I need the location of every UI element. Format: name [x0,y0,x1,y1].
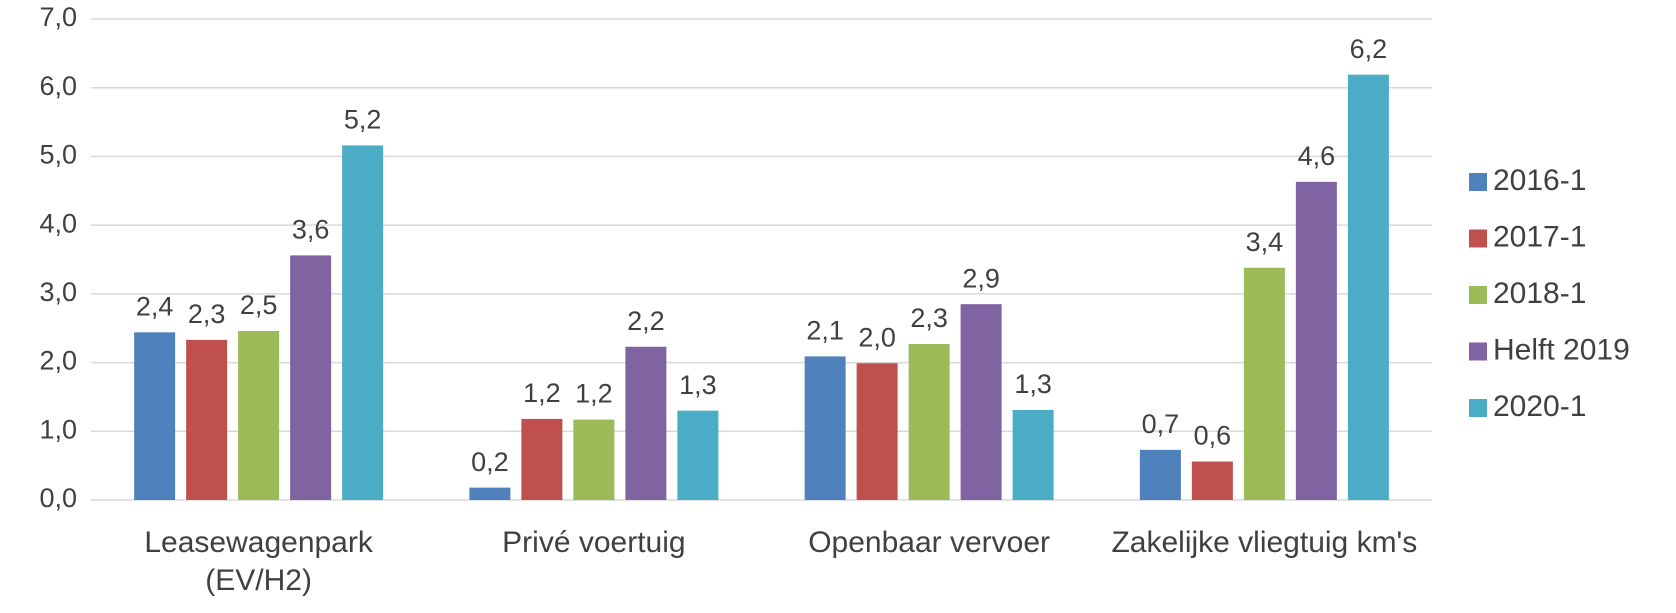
bar [908,344,950,500]
legend-label: 2018-1 [1493,277,1586,310]
bar [960,304,1002,500]
y-tick-label: 6,0 [39,71,77,101]
data-label: 2,4 [136,291,174,321]
data-label: 1,3 [679,370,717,400]
bar [1295,181,1337,501]
legend-swatch [1469,173,1487,191]
bar [856,363,898,500]
bar [290,255,332,500]
y-tick-label: 0,0 [39,483,77,513]
y-tick-label: 7,0 [39,2,77,32]
y-tick-label: 2,0 [39,346,77,376]
data-label: 0,2 [471,447,509,477]
data-label: 2,2 [627,306,665,336]
data-label: 2,9 [962,263,1000,293]
data-label: 0,6 [1194,421,1232,451]
data-label: 5,2 [344,105,382,135]
legend-label: Helft 2019 [1493,333,1630,366]
bar [625,346,667,500]
bar [1347,74,1389,500]
data-label: 2,3 [910,303,948,333]
y-tick-label: 3,0 [39,277,77,307]
data-label: 1,3 [1014,369,1052,399]
bar [238,330,280,500]
legend-swatch [1469,342,1487,361]
legend-swatch [1469,399,1487,417]
data-label: 3,4 [1246,227,1284,257]
x-tick-label: Zakelijke vliegtuig km's [1111,526,1417,559]
bar [804,356,846,500]
data-label: 2,3 [188,299,226,329]
x-tick-label: Openbaar vervoer [808,526,1050,559]
bar [1243,267,1285,500]
bar [134,332,176,500]
data-label: 0,7 [1142,409,1180,439]
data-label: 2,0 [858,322,896,352]
bar [521,418,563,500]
data-label: 2,1 [806,316,844,346]
x-tick-label: Leasewagenpark (EV/H2) [144,526,374,597]
legend-swatch [1469,286,1487,304]
legend-swatch [1469,229,1487,248]
bar [469,487,511,500]
x-tick-label: Privé voertuig [502,526,685,559]
data-label: 6,2 [1350,34,1388,64]
bar [1012,409,1054,500]
y-tick-label: 4,0 [39,208,77,238]
legend-label: 2016-1 [1493,164,1586,197]
data-label: 3,6 [292,215,330,245]
bar [186,339,228,500]
data-label: 2,5 [240,290,278,320]
bar [1139,449,1181,500]
bar [677,410,719,500]
legend-label: 2017-1 [1493,220,1586,253]
data-label: 1,2 [523,378,561,408]
legend-label: 2020-1 [1493,390,1586,423]
data-label: 1,2 [575,379,613,409]
y-tick-label: 1,0 [39,414,77,444]
data-label: 4,6 [1298,141,1336,171]
y-tick-label: 5,0 [39,140,77,170]
bar [1191,461,1233,500]
bar [573,419,615,500]
bar [342,145,384,501]
